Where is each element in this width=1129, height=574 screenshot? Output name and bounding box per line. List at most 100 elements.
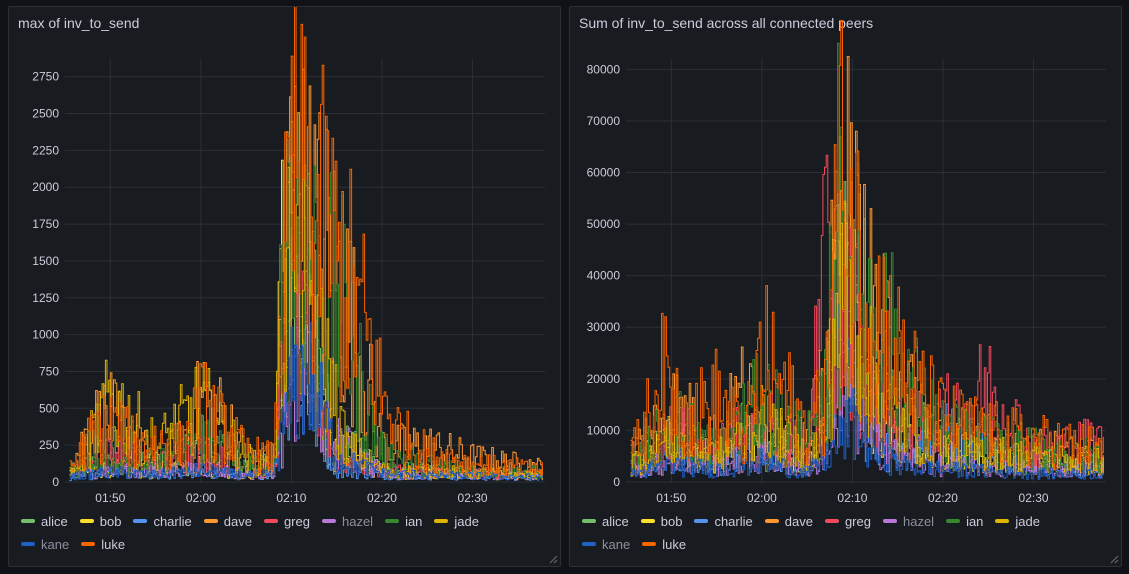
y-tick-label: 0 — [52, 475, 59, 489]
legend-label: ian — [405, 513, 423, 529]
legend-label: charlie — [714, 513, 753, 529]
legend-label: bob — [99, 513, 122, 529]
chart-sum-inv-to-send: 0 10000 20000 30000 40000 50000 60000 70000 8000… — [587, 20, 1106, 502]
y-tick-label: 20000 — [587, 372, 621, 386]
legend-swatch — [582, 519, 596, 523]
y-tick-label: 500 — [39, 401, 59, 415]
legend-label: jade — [1015, 513, 1040, 529]
series-line-luke[interactable] — [69, 7, 543, 477]
panel-title[interactable]: max of inv_to_send — [18, 15, 140, 31]
series-line-kane[interactable] — [630, 377, 1104, 480]
legend-item-bob[interactable]: bob — [640, 512, 683, 530]
legend-label: luke — [101, 536, 126, 552]
legend-swatch — [321, 519, 336, 523]
legend-item-hazel[interactable]: hazel — [321, 512, 374, 530]
legend-label: jade — [454, 513, 479, 529]
legend-swatch — [946, 519, 961, 523]
legend-swatch — [642, 542, 657, 546]
legend-swatch — [203, 519, 218, 523]
resize-handle-icon[interactable] — [548, 554, 558, 564]
legend-item-bob[interactable]: bob — [79, 512, 122, 530]
legend-label: ian — [966, 513, 984, 529]
y-tick-label: 1750 — [32, 217, 59, 231]
legend-label: dave — [223, 513, 252, 529]
y-tick-label: 750 — [39, 364, 59, 378]
legend-swatch — [79, 519, 94, 523]
x-tick-label: 01:50 — [95, 491, 125, 502]
y-tick-label: 2000 — [32, 180, 59, 194]
legend-swatch — [824, 519, 839, 523]
legend-label: greg — [283, 513, 310, 529]
legend-item-charlie[interactable]: charlie — [694, 512, 753, 530]
x-tick-label: 02:20 — [367, 491, 397, 502]
legend-label: hazel — [341, 513, 374, 529]
y-tick-label: 1500 — [32, 254, 59, 268]
legend-swatch — [582, 542, 596, 546]
legend-label: kane — [41, 536, 70, 552]
x-tick-label: 02:10 — [837, 491, 867, 502]
x-tick-label: 02:00 — [186, 491, 216, 502]
legend-item-jade[interactable]: jade — [434, 512, 479, 530]
legend-item-hazel[interactable]: hazel — [882, 512, 935, 530]
legend-swatch — [81, 542, 96, 546]
legend-label: kane — [602, 536, 631, 552]
y-tick-label: 0 — [613, 475, 620, 489]
x-tick-label: 02:00 — [747, 491, 777, 502]
chart-max-inv-to-send: 0 250 500 750 1000 1250 1500 1750 2000 2250 2500 27… — [32, 7, 545, 502]
legend-swatch — [640, 519, 655, 523]
legend-item-luke[interactable]: luke — [642, 535, 686, 553]
legend-swatch — [764, 519, 779, 523]
legend-label: alice — [41, 513, 68, 529]
panel-max-inv-to-send: max of inv_to_send 0 250 500 750 1000 1250 150… — [8, 6, 561, 567]
legend-item-kane[interactable]: kane — [21, 535, 69, 553]
resize-handle-icon[interactable] — [1109, 554, 1119, 564]
legend-item-alice[interactable]: alice — [582, 512, 629, 530]
legend-label: bob — [660, 513, 683, 529]
legend-swatch — [385, 519, 400, 523]
y-tick-label: 50000 — [587, 217, 621, 231]
y-tick-label: 2500 — [32, 107, 59, 121]
y-tick-label: 70000 — [587, 114, 621, 128]
legend-item-greg[interactable]: greg — [824, 512, 871, 530]
x-tick-label: 02:30 — [458, 491, 488, 502]
legend: alice bob charlie dave greg hazel ian jade kane l… — [21, 512, 541, 553]
legend-item-greg[interactable]: greg — [263, 512, 310, 530]
legend-item-dave[interactable]: dave — [203, 512, 252, 530]
panel-title[interactable]: Sum of inv_to_send across all connected … — [579, 15, 874, 31]
legend-swatch — [133, 519, 148, 523]
legend-item-ian[interactable]: ian — [946, 512, 983, 530]
legend-label: charlie — [153, 513, 192, 529]
y-tick-label: 2750 — [32, 70, 59, 84]
y-tick-label: 40000 — [587, 269, 621, 283]
legend-item-dave[interactable]: dave — [764, 512, 813, 530]
y-tick-label: 10000 — [587, 423, 621, 437]
y-tick-label: 1250 — [32, 291, 59, 305]
legend-item-charlie[interactable]: charlie — [133, 512, 192, 530]
legend-label: hazel — [902, 513, 935, 529]
panel-sum-inv-to-send: Sum of inv_to_send across all connected … — [569, 6, 1122, 567]
series-line-ian[interactable] — [630, 42, 1104, 474]
legend-label: dave — [784, 513, 813, 529]
legend-label: greg — [844, 513, 871, 529]
series-line-hazel[interactable] — [69, 328, 543, 481]
series-line-kane[interactable] — [69, 322, 543, 481]
y-tick-label: 2250 — [32, 143, 59, 157]
legend-swatch — [21, 542, 35, 546]
legend: alice bob charlie dave greg hazel ian jade kane l… — [582, 512, 1102, 553]
legend-item-ian[interactable]: ian — [385, 512, 422, 530]
legend-item-alice[interactable]: alice — [21, 512, 68, 530]
y-tick-label: 80000 — [587, 62, 621, 76]
x-tick-label: 01:50 — [656, 491, 686, 502]
legend-swatch — [995, 519, 1010, 523]
legend-swatch — [21, 519, 35, 523]
x-tick-label: 02:10 — [276, 491, 306, 502]
legend-item-luke[interactable]: luke — [81, 535, 125, 553]
y-tick-label: 30000 — [587, 320, 621, 334]
x-tick-label: 02:20 — [928, 491, 958, 502]
x-tick-label: 02:30 — [1019, 491, 1049, 502]
legend-swatch — [694, 519, 709, 523]
legend-label: alice — [602, 513, 629, 529]
series-line-luke[interactable] — [630, 20, 1104, 471]
legend-item-kane[interactable]: kane — [582, 535, 630, 553]
legend-item-jade[interactable]: jade — [995, 512, 1040, 530]
